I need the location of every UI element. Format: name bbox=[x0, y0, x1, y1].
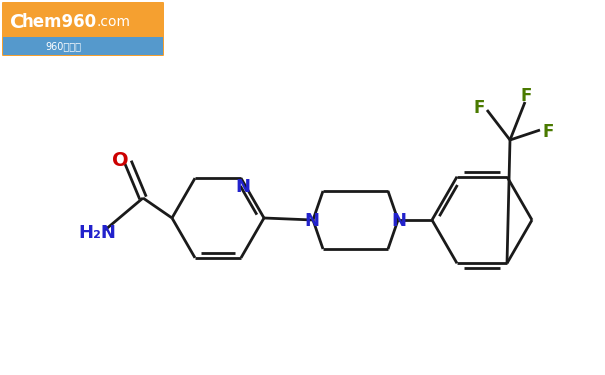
Text: O: O bbox=[112, 150, 128, 170]
Text: N: N bbox=[391, 212, 407, 230]
FancyBboxPatch shape bbox=[2, 2, 164, 56]
Text: F: F bbox=[542, 123, 554, 141]
Text: N: N bbox=[235, 178, 250, 196]
Text: hem960: hem960 bbox=[22, 13, 97, 31]
Text: N: N bbox=[304, 212, 319, 230]
Bar bbox=[3, 37, 163, 55]
Text: C: C bbox=[10, 12, 24, 32]
Text: F: F bbox=[520, 87, 532, 105]
Text: 960化工网: 960化工网 bbox=[45, 41, 81, 51]
Text: H₂N: H₂N bbox=[78, 224, 116, 242]
Text: F: F bbox=[473, 99, 485, 117]
Text: .com: .com bbox=[96, 15, 130, 29]
